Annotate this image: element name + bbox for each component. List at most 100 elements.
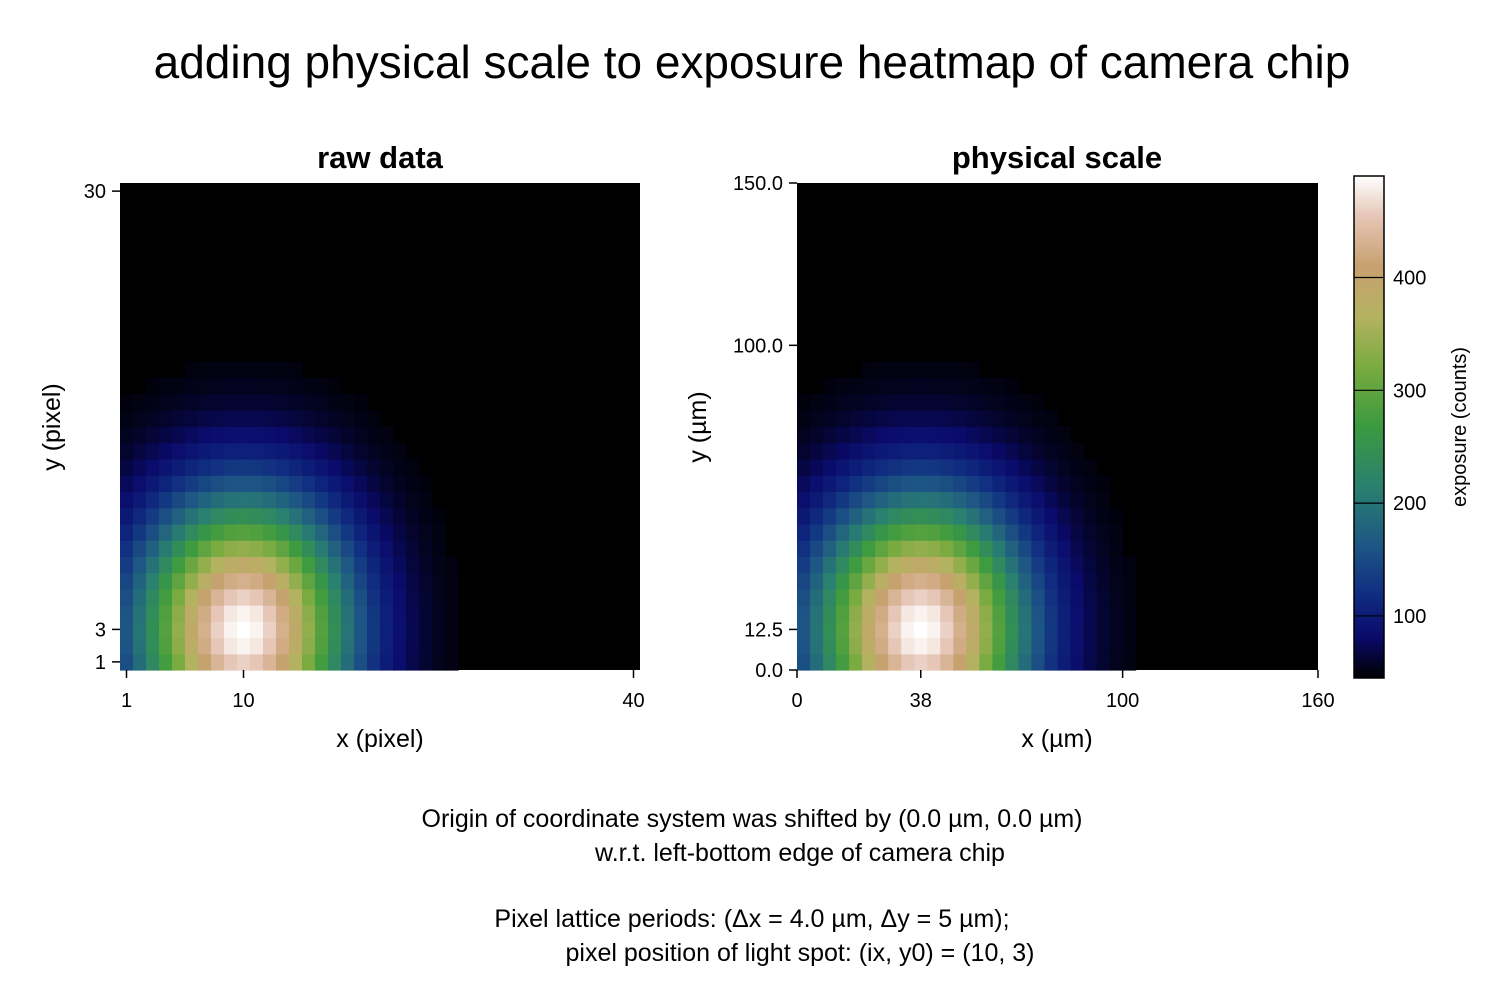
heatmap-cell bbox=[862, 426, 876, 444]
heatmap-cell bbox=[328, 605, 342, 622]
heatmap-cell bbox=[237, 442, 251, 460]
heatmap-cell bbox=[862, 653, 876, 671]
heatmap-cell bbox=[120, 621, 134, 639]
heatmap-cell bbox=[992, 621, 1006, 639]
heatmap-cell bbox=[927, 605, 941, 622]
heatmap-cell bbox=[927, 426, 941, 444]
heatmap-cell bbox=[315, 410, 329, 428]
heatmap-cell bbox=[1083, 475, 1098, 493]
heatmap-cell bbox=[367, 637, 381, 655]
heatmap-cell bbox=[1018, 410, 1033, 428]
heatmap-cell bbox=[250, 572, 264, 590]
heatmap-cell bbox=[1057, 556, 1072, 574]
heatmap-cell bbox=[432, 621, 446, 639]
heatmap-cell bbox=[1031, 410, 1046, 428]
heatmap-cell bbox=[315, 394, 329, 411]
heatmap-cell bbox=[406, 475, 420, 493]
y-tick-label: 0.0 bbox=[755, 660, 783, 682]
heatmap-cell bbox=[276, 442, 290, 460]
heatmap-cell bbox=[862, 637, 876, 655]
heatmap-cell bbox=[341, 637, 355, 655]
heatmap-cell bbox=[172, 394, 186, 411]
heatmap-cell bbox=[810, 556, 824, 574]
heatmap-cell bbox=[185, 442, 199, 460]
heatmap-cell bbox=[836, 442, 850, 460]
heatmap-cell bbox=[367, 605, 381, 622]
heatmap-cell bbox=[1005, 653, 1020, 671]
heatmap-cell bbox=[276, 540, 290, 557]
heatmap-cell bbox=[367, 410, 381, 428]
heatmap-cell bbox=[953, 377, 967, 395]
heatmap-cell bbox=[836, 475, 850, 493]
heatmap-cell bbox=[953, 442, 967, 460]
heatmap-cell bbox=[797, 605, 811, 622]
heatmap-cell bbox=[367, 523, 381, 541]
heatmap-cell bbox=[237, 540, 251, 557]
heatmap-cell bbox=[237, 475, 251, 493]
heatmap-cell bbox=[315, 475, 329, 493]
heatmap-cell bbox=[1083, 507, 1098, 525]
heatmap-cell bbox=[979, 410, 993, 428]
heatmap-cell bbox=[1096, 621, 1111, 639]
heatmap-cell bbox=[901, 605, 915, 622]
heatmap-cell bbox=[146, 605, 160, 622]
heatmap-cell bbox=[862, 458, 876, 476]
heatmap-cell bbox=[927, 491, 941, 509]
heatmap-cell bbox=[1031, 507, 1046, 525]
heatmap-cell bbox=[901, 621, 915, 639]
heatmap-cell bbox=[185, 377, 199, 395]
heatmap-cell bbox=[1109, 572, 1124, 590]
heatmap-cell bbox=[380, 605, 394, 622]
heatmap-cell bbox=[406, 507, 420, 525]
heatmap-cell bbox=[315, 377, 329, 395]
heatmap-cell bbox=[979, 426, 993, 444]
heatmap-cell bbox=[302, 621, 316, 639]
heatmap-cell bbox=[302, 588, 316, 606]
heatmap-cell bbox=[797, 426, 811, 444]
heatmap-cell bbox=[927, 621, 941, 639]
heatmap-cell bbox=[940, 458, 954, 476]
heatmap-cell bbox=[445, 588, 459, 606]
heatmap-cell bbox=[901, 556, 915, 574]
heatmap-cell bbox=[198, 394, 212, 411]
heatmap-cell bbox=[966, 572, 980, 590]
heatmap-cell bbox=[289, 442, 303, 460]
heatmap-cell bbox=[979, 507, 993, 525]
heatmap-cell bbox=[888, 572, 902, 590]
heatmap-cell bbox=[302, 523, 316, 541]
heatmap-cell bbox=[419, 475, 433, 493]
heatmap-cell bbox=[1018, 458, 1033, 476]
heatmap-cell bbox=[888, 637, 902, 655]
heatmap-cell bbox=[1070, 491, 1085, 509]
heatmap-cell bbox=[393, 621, 407, 639]
heatmap-cell bbox=[341, 556, 355, 574]
heatmap-cell bbox=[133, 572, 147, 590]
notes: Origin of coordinate system was shifted … bbox=[422, 805, 1083, 967]
heatmap-cell bbox=[419, 523, 433, 541]
heatmap-cell bbox=[380, 588, 394, 606]
heatmap-cell bbox=[289, 475, 303, 493]
heatmap-cell bbox=[1031, 458, 1046, 476]
heatmap-cell bbox=[120, 572, 134, 590]
heatmap-cell bbox=[432, 653, 446, 671]
heatmap-cell bbox=[315, 605, 329, 622]
heatmap-cell bbox=[914, 605, 928, 622]
heatmap-cell bbox=[263, 394, 277, 411]
heatmap-cell bbox=[367, 572, 381, 590]
heatmap-cell bbox=[185, 588, 199, 606]
heatmap-cell bbox=[172, 653, 186, 671]
heatmap-cell bbox=[862, 621, 876, 639]
heatmap-cell bbox=[953, 491, 967, 509]
heatmap-cell bbox=[1070, 458, 1085, 476]
heatmap-cell bbox=[1031, 637, 1046, 655]
heatmap-cell bbox=[198, 588, 212, 606]
heatmap-cell bbox=[953, 637, 967, 655]
heatmap-cell bbox=[979, 458, 993, 476]
heatmap-cell bbox=[979, 556, 993, 574]
heatmap-cell bbox=[1057, 442, 1072, 460]
heatmap-cell bbox=[328, 572, 342, 590]
heatmap-cell bbox=[940, 491, 954, 509]
heatmap-cell bbox=[341, 394, 355, 411]
heatmap-cell bbox=[888, 491, 902, 509]
heatmap-cell bbox=[159, 588, 173, 606]
